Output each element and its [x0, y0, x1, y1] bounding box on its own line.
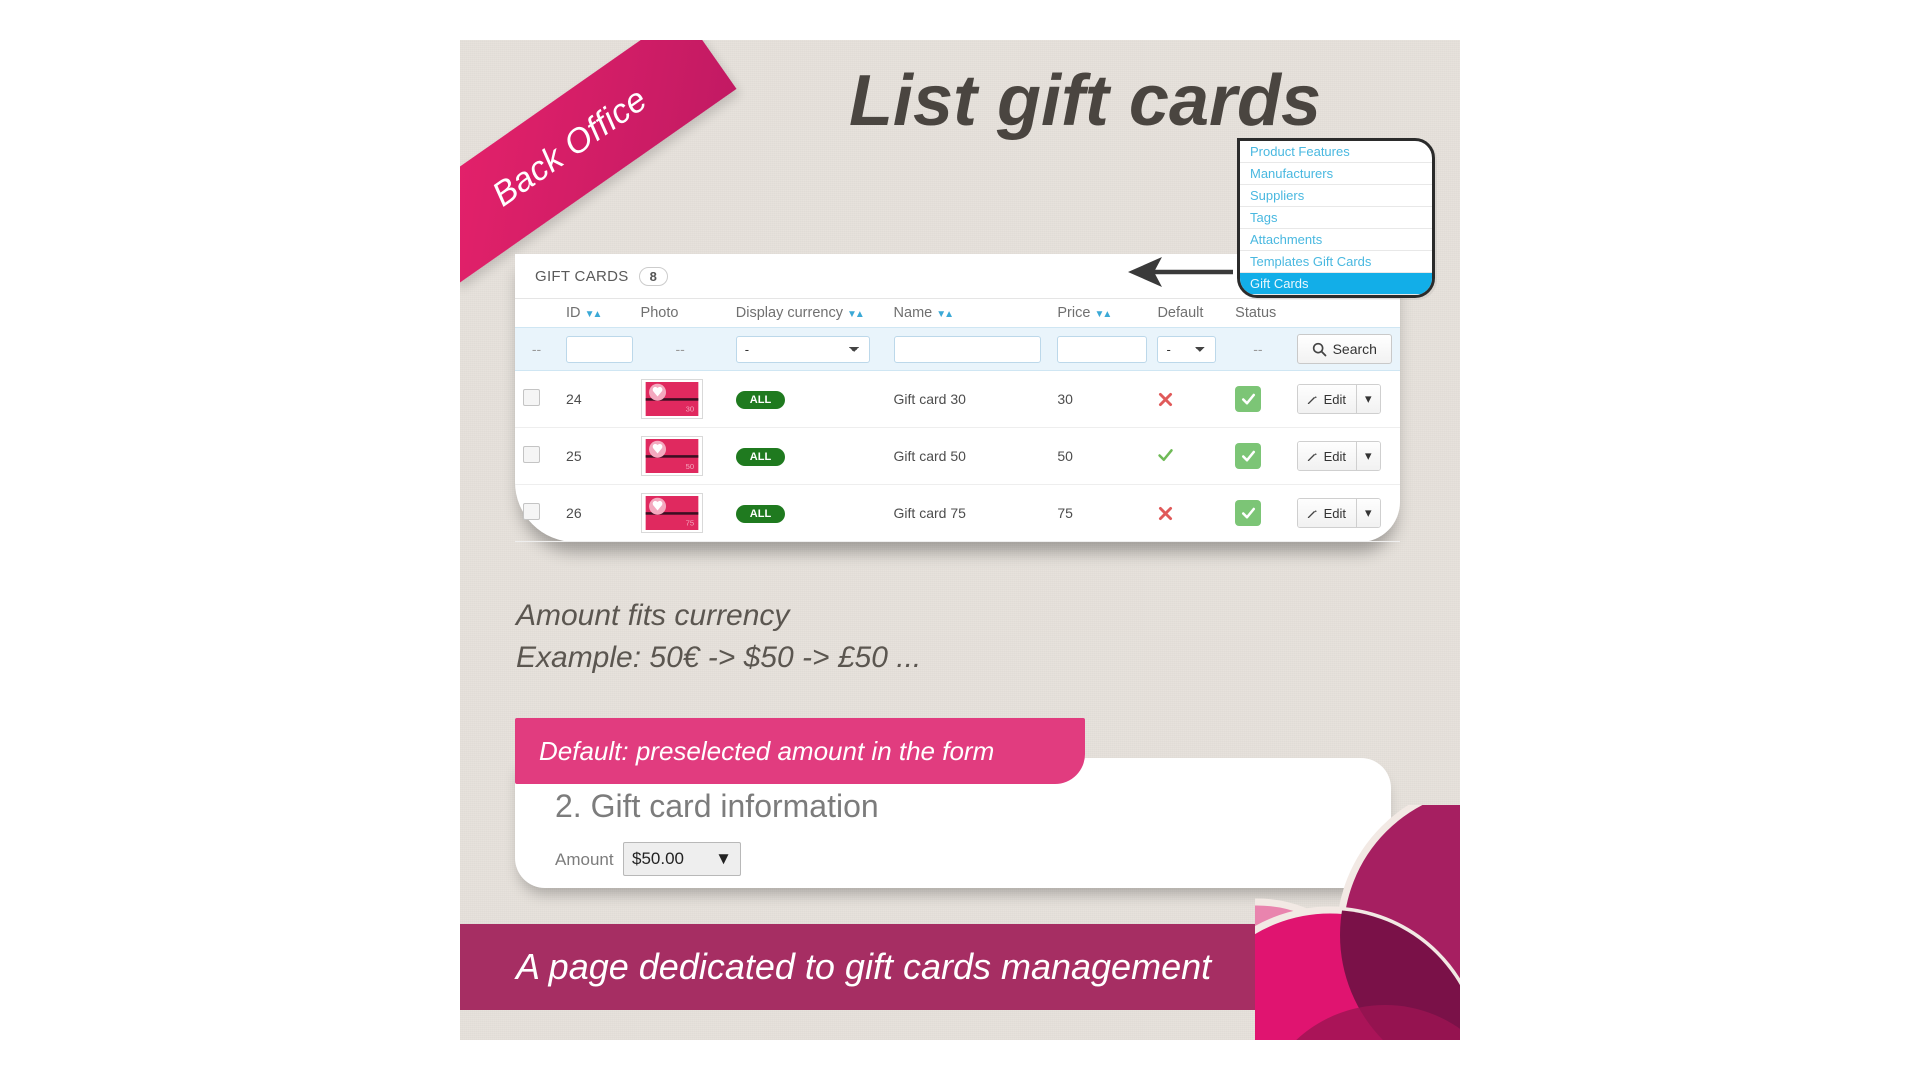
svg-text:50: 50: [685, 462, 694, 471]
svg-text:30: 30: [685, 405, 694, 414]
svg-text:75: 75: [685, 519, 694, 528]
